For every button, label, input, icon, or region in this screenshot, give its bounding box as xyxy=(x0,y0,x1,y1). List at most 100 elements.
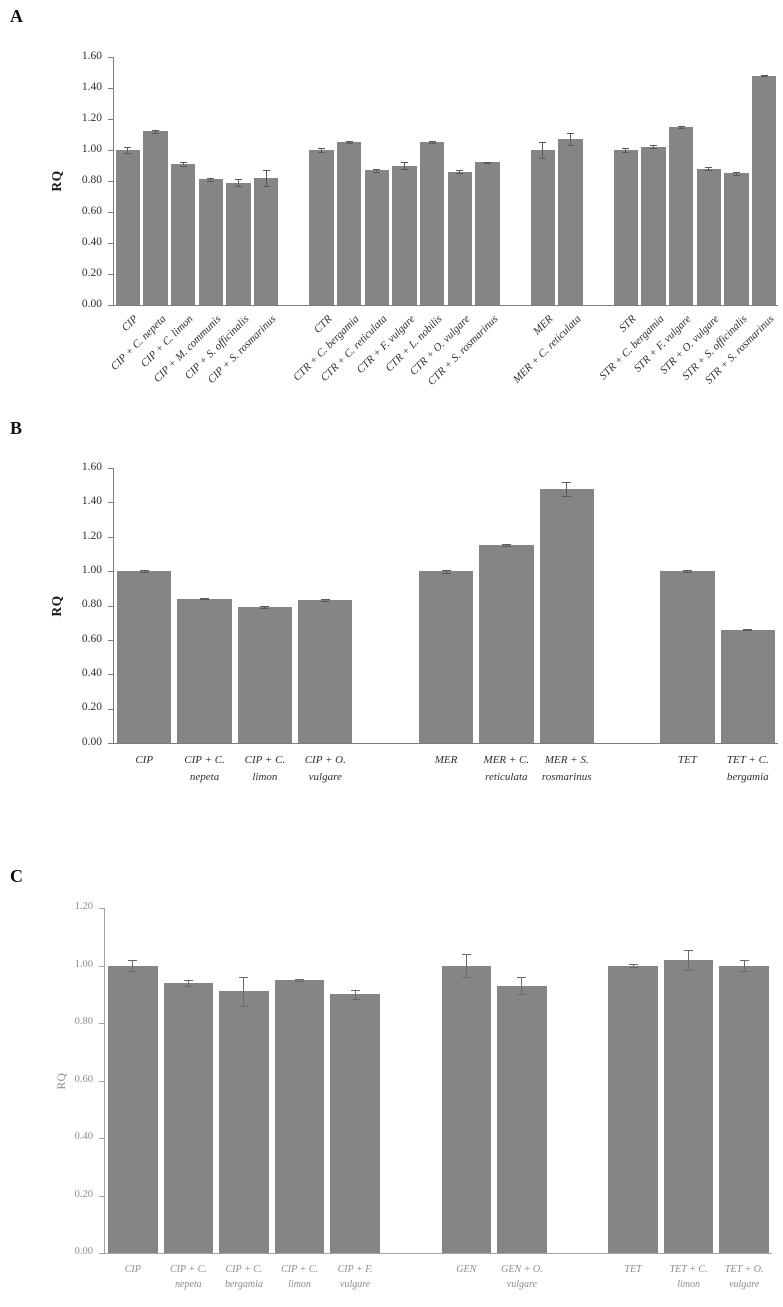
error-bar-cap-bottom xyxy=(705,170,713,172)
error-bar-cap-bottom xyxy=(760,76,768,78)
error-bar-cap-bottom xyxy=(461,977,471,978)
x-tick-label: MER + S. rosmarinus xyxy=(541,754,592,783)
error-bar-line xyxy=(182,162,184,166)
error-bar-line xyxy=(321,148,322,152)
y-axis-tick xyxy=(108,150,113,151)
y-axis-line xyxy=(113,468,114,743)
error-bar-cap-top xyxy=(345,141,353,143)
error-bar-cap-bottom xyxy=(139,571,149,573)
y-axis-title: RQ xyxy=(56,1072,68,1089)
error-bar-line xyxy=(404,162,405,169)
error-bar-cap-bottom xyxy=(350,998,360,1000)
x-tick-label: MER + C. reticulata xyxy=(483,754,530,783)
error-bar-cap-bottom xyxy=(152,132,159,134)
y-axis-tick xyxy=(99,965,104,967)
y-axis-tick xyxy=(108,639,113,641)
x-tick-label: TET + O. vulgare xyxy=(724,1264,764,1290)
error-bar-cap-top xyxy=(183,979,193,981)
y-tick-label: 0.40 xyxy=(74,1131,93,1143)
error-bar-cap-top xyxy=(733,171,740,173)
error-bar-cap-top xyxy=(705,167,713,169)
error-bar-cap-bottom xyxy=(345,143,353,145)
y-axis-tick xyxy=(99,1253,104,1254)
error-bar-cap-top xyxy=(207,177,215,179)
error-bar-line xyxy=(445,569,447,573)
error-bar-cap-top xyxy=(239,977,249,978)
y-axis-tick xyxy=(108,88,113,89)
bar xyxy=(298,600,353,743)
x-tick-label: CIP + C. nepeta xyxy=(169,1264,207,1290)
bar xyxy=(751,75,777,305)
x-tick-label: CIP + C. nepeta xyxy=(184,754,225,783)
error-bar-cap-bottom xyxy=(684,969,694,971)
bar xyxy=(720,629,775,743)
error-bar-line xyxy=(354,989,356,999)
error-bar-cap-bottom xyxy=(622,151,630,153)
error-bar-line xyxy=(132,959,134,972)
bar xyxy=(479,545,534,743)
error-bar-cap-top xyxy=(200,597,210,599)
y-axis-tick xyxy=(108,536,113,538)
error-bar-cap-top xyxy=(622,148,630,150)
error-bar-cap-bottom xyxy=(183,985,193,987)
error-bar-cap-bottom xyxy=(373,171,381,173)
error-bar-cap-bottom xyxy=(318,151,325,153)
error-bar-line xyxy=(625,148,627,152)
x-tick-label: TET xyxy=(677,754,697,766)
error-bar-line xyxy=(632,964,634,967)
error-bar-cap-top xyxy=(428,141,436,143)
error-bar-line xyxy=(127,146,129,154)
y-axis-tick xyxy=(108,274,113,275)
error-bar-cap-top xyxy=(318,148,325,150)
error-bar-cap-top xyxy=(320,599,330,601)
y-axis-tick xyxy=(99,1195,104,1197)
error-bar-cap-top xyxy=(684,949,694,951)
error-bar-cap-top xyxy=(743,628,753,630)
error-bar-line xyxy=(238,179,239,186)
x-tick-label: TET + C. limon xyxy=(669,1264,708,1290)
error-bar-line xyxy=(736,171,737,175)
y-tick-label: 0.20 xyxy=(74,1188,93,1200)
x-tick-label: CIP + F. vulgare xyxy=(337,1264,373,1290)
error-bar-cap-top xyxy=(124,146,132,148)
error-bar-line xyxy=(265,170,267,186)
y-axis-tick xyxy=(108,305,113,306)
error-bar-cap-bottom xyxy=(428,143,436,145)
error-bar-cap-top xyxy=(128,959,138,961)
bar xyxy=(608,965,658,1253)
error-bar-line xyxy=(521,977,523,995)
error-bar-cap-top xyxy=(235,179,242,181)
y-tick-label: 0.40 xyxy=(81,235,102,248)
x-tick-label: TET xyxy=(624,1264,642,1275)
error-bar-cap-bottom xyxy=(124,153,132,155)
error-bar-cap-top xyxy=(501,544,511,546)
error-bar-line xyxy=(187,979,189,986)
bar xyxy=(226,182,251,305)
bar xyxy=(330,994,380,1253)
y-axis-tick xyxy=(108,119,113,120)
x-tick-label: CIP xyxy=(135,754,154,766)
bar xyxy=(143,131,168,305)
y-tick-label: 1.00 xyxy=(74,958,93,970)
error-bar-cap-bottom xyxy=(733,174,740,176)
error-bar-cap-bottom xyxy=(441,572,451,574)
error-bar-cap-bottom xyxy=(295,981,305,983)
error-bar-cap-top xyxy=(401,162,408,164)
bar xyxy=(724,173,749,305)
bar xyxy=(558,139,583,305)
error-bar-cap-top xyxy=(350,989,360,991)
x-tick-label: CIP xyxy=(124,1264,141,1275)
error-bar-cap-bottom xyxy=(743,630,753,632)
bar xyxy=(418,571,474,743)
panel-label-c: C xyxy=(10,866,23,886)
y-axis-tick xyxy=(99,1023,104,1024)
error-bar-line xyxy=(243,977,245,1006)
error-bar-cap-bottom xyxy=(517,994,527,996)
y-axis-tick xyxy=(108,57,113,58)
bar xyxy=(163,982,214,1253)
error-bar-cap-bottom xyxy=(128,971,138,973)
y-tick-label: 0.60 xyxy=(81,204,102,217)
x-tick-label: GEN xyxy=(456,1264,477,1275)
